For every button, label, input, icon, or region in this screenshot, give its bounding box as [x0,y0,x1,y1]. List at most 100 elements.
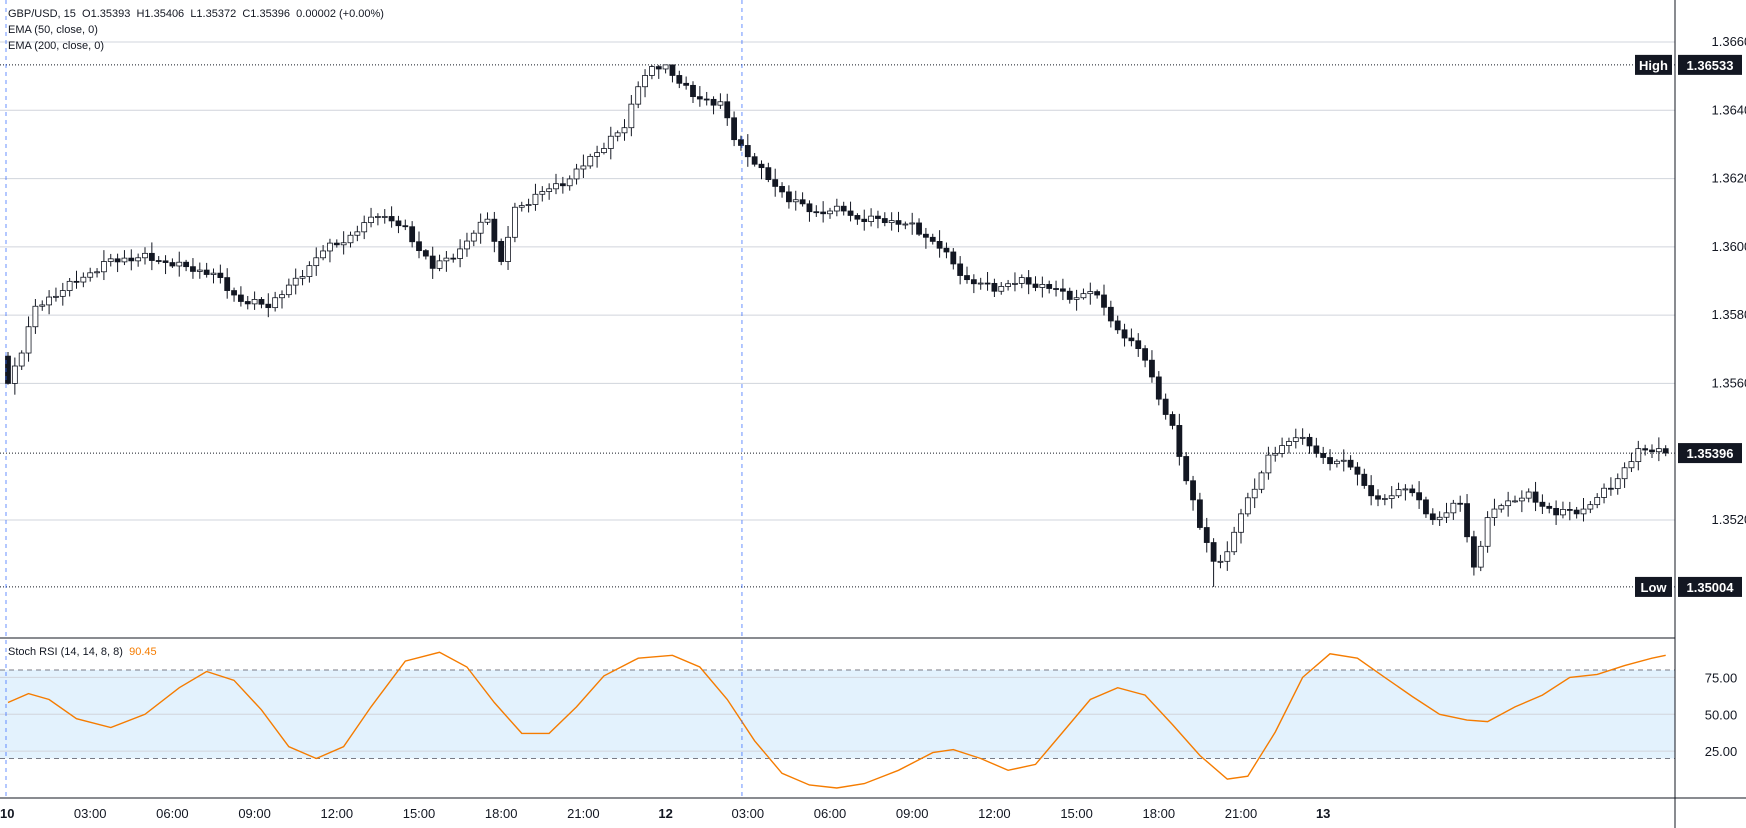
candle-body [1121,329,1128,339]
candle-body [621,127,628,134]
candle-body [1409,488,1416,494]
candle-body [1484,517,1491,547]
candle-body [1649,449,1655,453]
time-tick-label: 18:00 [485,806,518,821]
time-tick-label: 03:00 [732,806,765,821]
candle-body [1251,488,1258,499]
candle-body [868,215,874,222]
candle-body [80,276,87,283]
candle-body [1176,425,1183,457]
candle-body [18,352,25,367]
candle-body [1231,531,1238,553]
candle-body [1553,507,1559,516]
candle-body [1142,348,1148,361]
candle-body [1272,453,1279,456]
candle-body [148,252,155,261]
candle-body [1244,497,1251,515]
candle-body [1025,277,1032,285]
time-tick-label: 06:00 [156,806,189,821]
candle-body [231,290,237,296]
candle-body [1594,497,1601,506]
candle-body [443,257,450,262]
candle-body [1265,454,1272,474]
candle-body [402,225,409,228]
candle-body [1512,500,1518,503]
candle-body [1375,495,1381,500]
candle-body [491,218,498,242]
price-tick-label: 1.36200 [1712,171,1746,186]
candle-body [1190,480,1196,501]
candle-body [827,210,833,215]
candle-body [1210,542,1217,562]
candle-body [1292,437,1299,442]
ema50-legend[interactable]: EMA (50, close, 0) [8,24,98,36]
candle-body [738,139,744,146]
candle-body [539,191,546,195]
high-low-lines [0,64,1675,588]
candle-body [87,272,94,278]
price-tag-value: 1.36533 [1687,58,1734,73]
candle-body [107,258,114,262]
candle-body [1423,499,1429,515]
candle-body [450,257,457,260]
candle-body [875,215,881,219]
candle-body [580,165,587,170]
candle-body [998,286,1005,292]
time-tick-label: 03:00 [74,806,107,821]
candle-body [512,206,518,238]
candle-body [792,199,799,203]
candle-body [53,295,59,298]
candle-body [1621,467,1628,480]
ema200-legend[interactable]: EMA (200, close, 0) [8,40,104,52]
osc-tick-label: 25.00 [1705,744,1738,759]
candlestick-series [5,64,1669,587]
price-tag-name-box [1635,576,1672,597]
candle-body [135,257,142,262]
candle-body [1601,487,1607,498]
candle-body [1060,288,1066,292]
time-tick-label: 09:00 [238,806,271,821]
candle-body [1149,359,1155,378]
price-tag-box [1678,443,1742,464]
candle-body [1039,284,1046,288]
candle-body [1560,509,1566,516]
price-tag-value: 1.35004 [1687,580,1735,595]
candle-body [1183,456,1190,482]
candle-body [1162,398,1169,415]
candle-body [690,84,696,98]
symbol-legend: GBP/USD, 15 O1.35393 H1.35406 L1.35372 C… [8,8,384,20]
crosshair [5,0,743,798]
candle-body [614,132,621,137]
candle-body [1614,478,1621,489]
candle-body [409,226,416,243]
candle-body [1286,441,1292,446]
time-tick-label: 18:00 [1143,806,1176,821]
candle-body [272,297,279,309]
candle-body [354,231,361,236]
candle-body [39,304,46,307]
candle-body [669,64,676,76]
candle-body [1087,291,1094,295]
candle-body [1032,283,1039,288]
candle-body [1381,498,1388,500]
candle-body [1012,282,1018,285]
candle-body [1066,290,1073,300]
candle-body [1416,492,1422,501]
candle-body [744,145,751,158]
candle-body [1169,414,1176,426]
candle-body [306,265,313,277]
candle-body [1662,448,1669,454]
candle-body [374,216,381,218]
candle-body [457,248,464,259]
candle-body [943,247,950,253]
price-change: 0.00002 (+0.00%) [296,8,384,20]
candle-body [696,96,703,100]
candle-body [1320,453,1327,458]
candle-body [820,211,827,215]
stoch-rsi-legend[interactable]: Stoch RSI (14, 14, 8, 8) 90.45 [8,646,157,658]
candle-body [1471,536,1477,568]
candle-body [936,240,943,249]
price-tag-name-box [1635,54,1672,75]
